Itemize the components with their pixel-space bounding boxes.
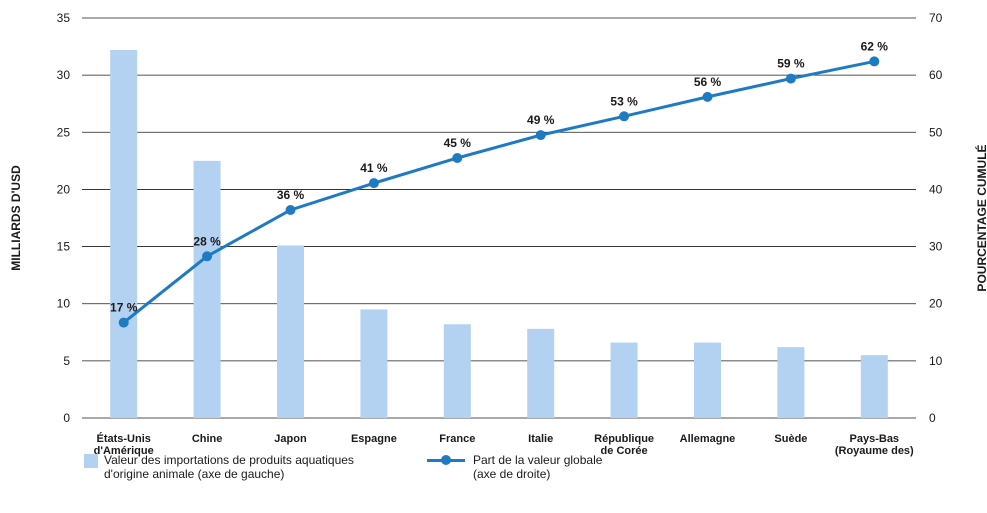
- bar: [443, 324, 471, 418]
- bar: [110, 50, 138, 418]
- y-tick-right: 60: [929, 68, 943, 82]
- y-tick-left: 10: [57, 297, 71, 311]
- data-label: 62 %: [861, 39, 889, 53]
- category-label: France: [439, 433, 475, 445]
- y-tick-right: 40: [929, 182, 943, 196]
- y-tick-left: 25: [57, 125, 71, 139]
- bar: [360, 309, 388, 418]
- data-label: 56 %: [694, 75, 722, 89]
- line-point: [535, 130, 546, 141]
- line-point: [452, 153, 463, 163]
- category-label: République de Corée: [594, 433, 654, 457]
- legend-label-share: Part de la valeur globale (axe de droite…: [473, 453, 603, 481]
- category-labels: États-Unis d'Amérique Chine Japon Espagne Fra…: [94, 432, 914, 457]
- line-point: [619, 111, 630, 122]
- category-label: États-Unis d'Amérique: [94, 432, 154, 457]
- cumulative-line: [118, 56, 880, 328]
- bar: [777, 347, 805, 418]
- data-labels: 17 % 28 % 36 % 41 % 45 % 49 % 53 % 56 % 59 % 62 %: [110, 39, 888, 314]
- bars: [110, 50, 888, 418]
- line-point: [202, 251, 213, 262]
- data-label: 45 %: [444, 136, 472, 150]
- y-tick-left: 20: [57, 182, 71, 196]
- line-point: [285, 205, 296, 215]
- line-point: [869, 56, 880, 67]
- y-tick-right: 50: [929, 125, 943, 139]
- data-label: 36 %: [277, 188, 305, 202]
- line-point: [118, 317, 129, 328]
- data-label: 59 %: [777, 57, 805, 71]
- bar: [193, 160, 221, 418]
- bar: [527, 328, 555, 418]
- y-tick-left: 30: [57, 68, 71, 82]
- y-tick-left: 35: [57, 11, 71, 25]
- category-label: Italie: [528, 433, 553, 445]
- data-label: 17 %: [110, 301, 138, 315]
- line-point: [785, 73, 796, 84]
- line-point: [702, 91, 713, 102]
- category-label: Pays-Bas (Royaume des): [835, 433, 914, 457]
- bar: [277, 245, 304, 418]
- y-tick-left: 5: [63, 354, 70, 368]
- line-series: [122, 59, 875, 324]
- y-tick-right: 70: [929, 11, 943, 25]
- category-label: Suède: [774, 433, 807, 445]
- y-tick-right: 0: [929, 411, 936, 425]
- data-label: 28 %: [193, 234, 221, 248]
- legend-label-imports: Valeur des importations de produits aqua…: [104, 453, 354, 481]
- category-label: Allemagne: [680, 433, 736, 445]
- legend-swatch-bar: [84, 454, 98, 468]
- category-label: Chine: [192, 433, 223, 445]
- data-label: 53 %: [610, 94, 638, 108]
- y-tick-left: 0: [63, 411, 70, 425]
- bar: [860, 355, 888, 418]
- y-tick-right: 30: [929, 240, 943, 254]
- y-axis-title-right: POURCENTAGE CUMULÉ: [974, 144, 987, 291]
- legend-item-imports: Valeur des importations de produits aqua…: [84, 453, 404, 481]
- y-axis-title-left: MILLIARDS D'USD: [9, 165, 23, 271]
- y-tick-right: 10: [929, 354, 943, 368]
- y-tick-right: 20: [929, 297, 943, 311]
- data-label: 41 %: [360, 161, 388, 175]
- gridlines: [82, 17, 916, 419]
- axis-ticks: 0 5 10 15 20 25 30 35 0 10 20 30 40 50 60 70: [57, 11, 943, 425]
- category-label: Japon: [274, 433, 307, 445]
- line-point: [368, 178, 379, 189]
- category-label: Espagne: [351, 433, 397, 445]
- legend-swatch-line: [427, 455, 465, 465]
- data-label: 49 %: [527, 113, 555, 127]
- bar: [694, 342, 721, 418]
- legend-item-share: Part de la valeur globale (axe de droite…: [427, 453, 733, 481]
- bar: [610, 342, 638, 418]
- y-tick-left: 15: [57, 240, 71, 254]
